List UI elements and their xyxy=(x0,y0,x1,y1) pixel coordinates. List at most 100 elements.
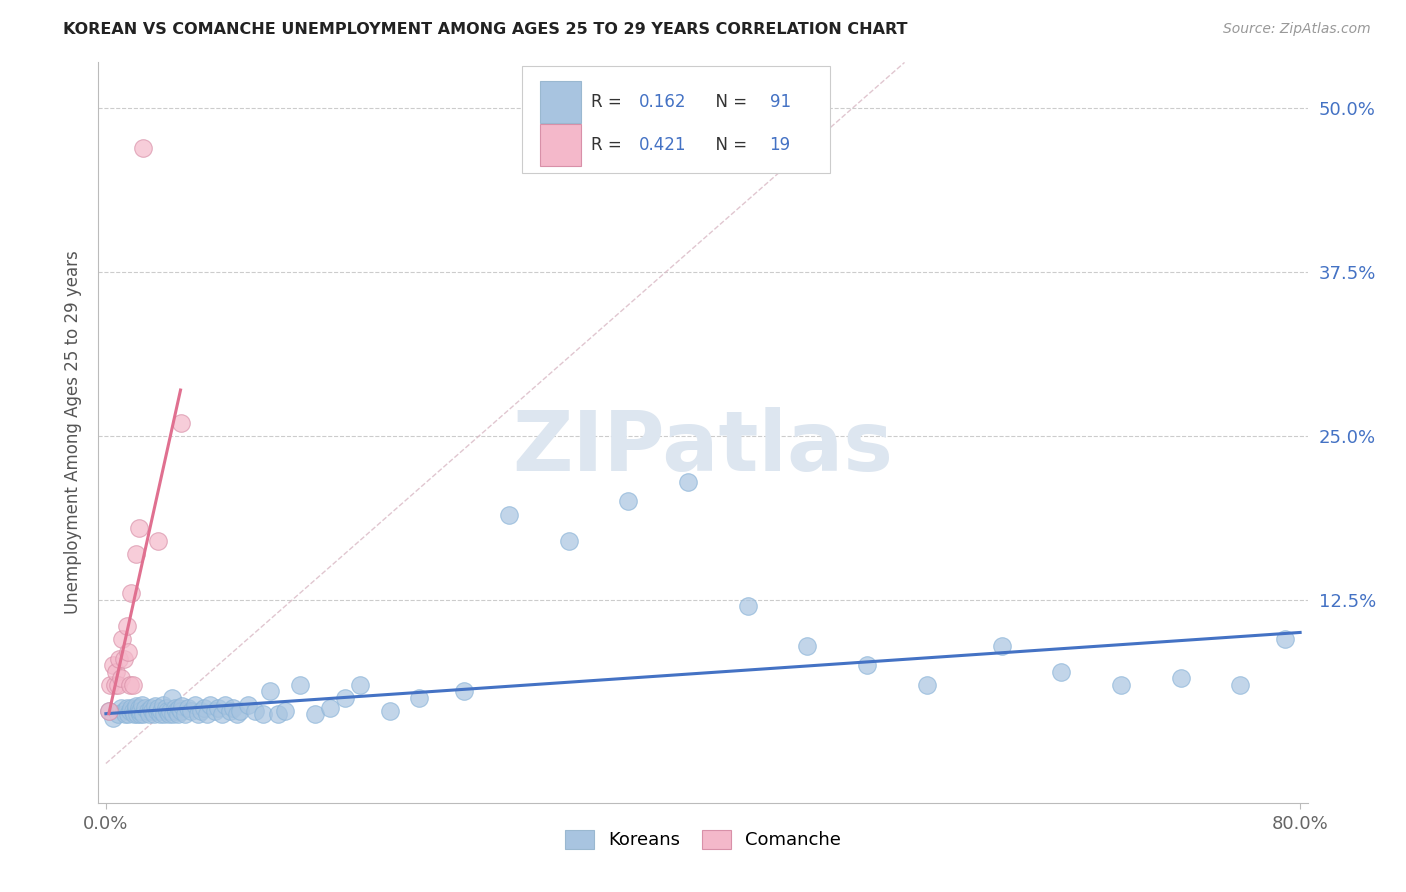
Point xyxy=(163,701,186,715)
Point xyxy=(146,533,169,548)
Text: N =: N = xyxy=(706,93,752,111)
Point xyxy=(184,698,207,712)
Point xyxy=(796,639,818,653)
Point xyxy=(557,533,579,548)
Point xyxy=(204,704,226,718)
Point xyxy=(103,658,125,673)
FancyBboxPatch shape xyxy=(540,81,581,122)
Point xyxy=(125,701,148,715)
Point xyxy=(128,521,150,535)
Point xyxy=(214,698,236,712)
Text: 91: 91 xyxy=(769,93,790,111)
Legend: Koreans, Comanche: Koreans, Comanche xyxy=(558,823,848,856)
Point xyxy=(117,645,139,659)
Point xyxy=(453,684,475,698)
Point xyxy=(333,690,356,705)
Point xyxy=(122,706,145,721)
Point xyxy=(152,698,174,712)
Point xyxy=(156,704,179,718)
Point xyxy=(103,711,125,725)
Text: 0.421: 0.421 xyxy=(638,136,686,153)
Point xyxy=(676,475,699,489)
Text: 0.162: 0.162 xyxy=(638,93,686,111)
Point xyxy=(1229,678,1251,692)
Point xyxy=(218,704,240,718)
Text: R =: R = xyxy=(591,136,627,153)
Point xyxy=(200,698,222,712)
Point xyxy=(243,704,266,718)
Point xyxy=(155,701,177,715)
Point xyxy=(207,701,229,715)
Point xyxy=(134,701,156,715)
Point xyxy=(617,494,640,508)
Point xyxy=(177,701,200,715)
Point xyxy=(128,704,150,718)
Point xyxy=(226,706,249,721)
Point xyxy=(170,698,193,713)
Point xyxy=(193,701,215,715)
Point xyxy=(120,701,142,715)
Point xyxy=(138,706,160,721)
Point xyxy=(128,701,150,715)
Point xyxy=(1274,632,1296,646)
Point xyxy=(149,706,172,721)
Point xyxy=(1170,671,1192,685)
Point xyxy=(98,678,121,692)
Point xyxy=(112,704,135,718)
Point xyxy=(104,678,127,692)
Point xyxy=(187,706,209,721)
Text: KOREAN VS COMANCHE UNEMPLOYMENT AMONG AGES 25 TO 29 YEARS CORRELATION CHART: KOREAN VS COMANCHE UNEMPLOYMENT AMONG AG… xyxy=(63,22,908,37)
Point xyxy=(129,704,152,718)
Point xyxy=(141,704,163,718)
Point xyxy=(737,599,759,614)
Point xyxy=(167,701,190,715)
Point xyxy=(159,704,181,718)
Point xyxy=(112,651,135,665)
Point xyxy=(142,706,165,721)
Point xyxy=(114,706,136,721)
Text: 19: 19 xyxy=(769,136,790,153)
Point xyxy=(166,706,188,721)
Point xyxy=(105,665,128,679)
Point xyxy=(1109,678,1132,692)
Point xyxy=(121,704,143,718)
Point xyxy=(129,706,152,721)
Point xyxy=(266,706,288,721)
Point xyxy=(121,678,143,692)
Point xyxy=(115,701,138,715)
Point xyxy=(319,701,342,715)
Point xyxy=(127,706,149,721)
Point xyxy=(856,658,879,673)
Text: Source: ZipAtlas.com: Source: ZipAtlas.com xyxy=(1223,22,1371,37)
Point xyxy=(108,651,131,665)
Point xyxy=(162,706,184,721)
Text: N =: N = xyxy=(706,136,752,153)
Point xyxy=(165,704,187,718)
Point xyxy=(252,706,274,721)
Point xyxy=(97,704,120,718)
Point xyxy=(1050,665,1073,679)
Point xyxy=(150,704,173,718)
Point xyxy=(110,671,132,685)
Point xyxy=(160,690,183,705)
Point xyxy=(120,586,142,600)
FancyBboxPatch shape xyxy=(522,66,830,173)
Point xyxy=(111,632,134,646)
Point xyxy=(304,706,326,721)
Point xyxy=(259,684,281,698)
Point xyxy=(229,704,252,718)
Point xyxy=(153,706,176,721)
Point xyxy=(180,704,202,718)
Point xyxy=(132,140,155,154)
Point xyxy=(408,690,430,705)
Point xyxy=(131,698,153,712)
Y-axis label: Unemployment Among Ages 25 to 29 years: Unemployment Among Ages 25 to 29 years xyxy=(65,251,83,615)
Point xyxy=(97,704,120,718)
Point xyxy=(145,704,167,718)
Point xyxy=(115,619,138,633)
Text: R =: R = xyxy=(591,93,627,111)
Point xyxy=(169,416,191,430)
Point xyxy=(125,547,148,561)
Point xyxy=(211,706,233,721)
Point xyxy=(110,701,132,715)
